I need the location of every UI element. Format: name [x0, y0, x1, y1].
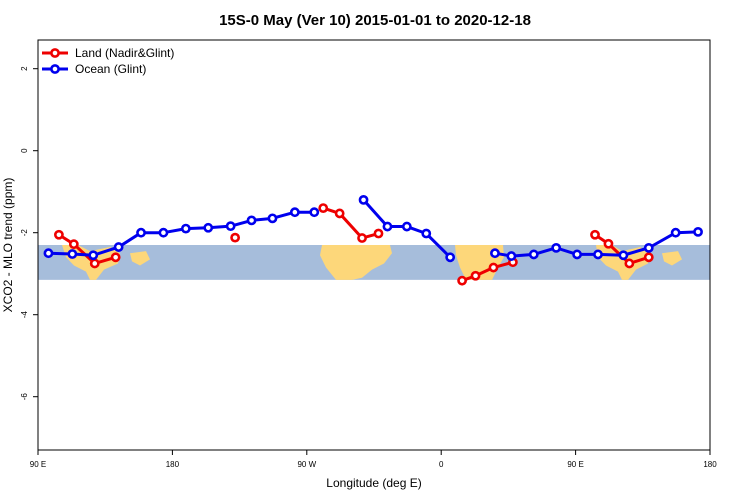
- series-line: [494, 230, 699, 258]
- data-point: [590, 229, 600, 240]
- data-point: [382, 221, 393, 232]
- data-point: [373, 228, 384, 239]
- legend-label: Land (Nadir&Glint): [75, 46, 174, 60]
- y-axis-label: XCO2 - MLO trend (ppm): [1, 178, 15, 313]
- x-tick-label: 0: [439, 460, 444, 469]
- data-point: [309, 207, 320, 218]
- series-ocean: [43, 194, 703, 263]
- x-tick-label: 90 E: [30, 460, 46, 469]
- data-point: [551, 242, 562, 253]
- land-mass: [130, 251, 150, 266]
- legend-marker: [50, 48, 60, 58]
- series-layer: [43, 194, 703, 286]
- chart-title: 15S-0 May (Ver 10) 2015-01-01 to 2020-12…: [219, 12, 531, 29]
- legend-marker: [50, 64, 60, 74]
- legend-label: Ocean (Glint): [75, 62, 146, 76]
- data-point: [421, 228, 432, 239]
- data-point: [470, 270, 481, 281]
- data-point: [68, 239, 79, 250]
- data-point: [593, 249, 603, 260]
- data-point: [643, 252, 654, 263]
- x-tick-label: 90 W: [297, 460, 316, 469]
- plot-frame: [37, 39, 711, 451]
- data-point: [643, 242, 654, 253]
- x-tick-label: 90 E: [567, 460, 583, 469]
- data-point: [358, 194, 369, 205]
- data-point: [54, 229, 64, 240]
- data-point: [318, 203, 329, 213]
- data-point: [67, 249, 78, 259]
- data-point: [43, 248, 54, 259]
- legend-item: Land (Nadir&Glint): [42, 46, 174, 60]
- data-point: [445, 252, 456, 263]
- data-point: [603, 238, 614, 249]
- data-point: [110, 252, 121, 263]
- legend: Land (Nadir&Glint) Ocean (Glint): [42, 46, 174, 76]
- y-tick-label: -6: [20, 393, 29, 401]
- data-point: [225, 221, 236, 232]
- data-point: [158, 227, 169, 238]
- x-tick-label: 180: [703, 460, 717, 469]
- data-point: [490, 248, 500, 259]
- series-land: [54, 203, 654, 286]
- y-tick-label: -2: [20, 229, 29, 237]
- data-point: [203, 222, 214, 233]
- y-axis: 2 0 -2 -4 -6: [20, 66, 38, 400]
- latitude-band-map: [38, 245, 710, 280]
- data-point: [618, 250, 629, 261]
- data-point: [693, 226, 703, 237]
- x-axis-label: Longitude (deg E): [326, 476, 421, 490]
- data-point: [267, 213, 278, 224]
- data-point: [246, 215, 257, 226]
- x-axis: 90 E 180 90 W 0 90 E 180: [30, 450, 717, 469]
- land-mass: [320, 245, 392, 280]
- land-mass: [662, 251, 682, 266]
- y-tick-label: 2: [20, 66, 29, 71]
- data-point: [670, 227, 681, 238]
- data-point: [528, 249, 539, 260]
- data-point: [334, 208, 345, 219]
- series-line: [461, 260, 514, 283]
- data-point: [89, 258, 100, 269]
- y-tick-label: 0: [20, 148, 29, 153]
- data-point: [180, 223, 191, 234]
- data-point: [572, 249, 582, 260]
- data-point: [289, 207, 300, 218]
- data-point: [401, 221, 412, 232]
- series-line: [322, 206, 379, 240]
- data-point: [230, 232, 241, 243]
- data-point: [624, 258, 635, 269]
- x-tick-label: 180: [166, 460, 180, 469]
- data-point: [136, 227, 146, 238]
- data-point: [357, 233, 367, 243]
- data-point: [113, 242, 124, 252]
- data-point: [88, 250, 99, 261]
- legend-item: Ocean (Glint): [42, 62, 146, 76]
- y-tick-label: -4: [20, 311, 29, 319]
- data-point: [506, 251, 517, 261]
- data-point: [488, 262, 499, 273]
- data-point: [457, 275, 468, 286]
